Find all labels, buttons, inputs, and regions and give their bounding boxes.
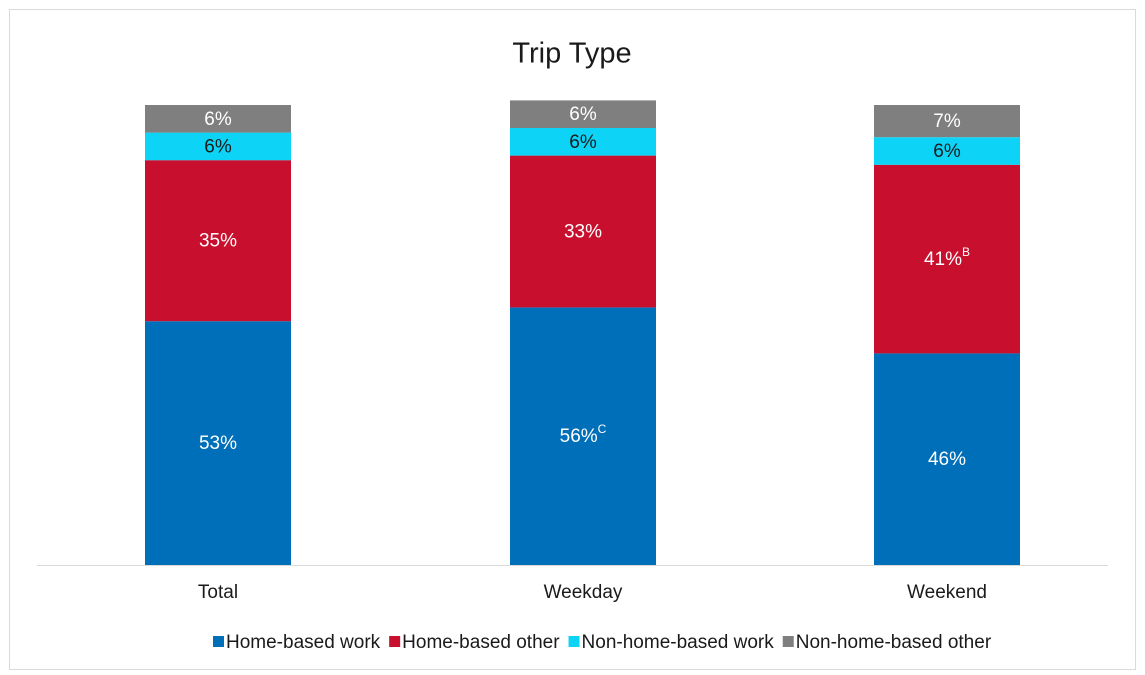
bar-segment [510, 307, 656, 565]
data-label-value: 41% [924, 249, 962, 270]
bar-segment [510, 100, 656, 128]
bar-segment [510, 155, 656, 308]
legend-swatch [782, 636, 794, 647]
data-label: 6% [569, 104, 597, 125]
x-tick-label: Total [198, 582, 238, 603]
legend-label: Home-based work [226, 632, 381, 653]
data-label: 33% [564, 222, 602, 243]
legend-label: Non-home-based other [796, 632, 992, 653]
data-label: 53% [199, 433, 237, 454]
bar-segment [874, 137, 1020, 165]
data-label-value: 6% [204, 136, 232, 157]
data-label-note: C [598, 422, 607, 436]
bar-segment [510, 128, 656, 156]
data-label: 41%B [924, 245, 970, 270]
legend-swatch [568, 636, 580, 647]
data-label-value: 33% [564, 222, 602, 243]
data-label-value: 6% [569, 132, 597, 153]
data-label: 6% [569, 132, 597, 153]
chart-title: Trip Type [512, 38, 631, 70]
data-label-value: 35% [199, 231, 237, 252]
bar-segment [145, 132, 291, 161]
data-label-value: 6% [933, 141, 961, 162]
legend-swatch [213, 636, 224, 647]
data-label-value: 6% [204, 109, 232, 130]
data-label: 7% [933, 111, 961, 132]
data-label: 6% [204, 109, 232, 130]
legend-label: Non-home-based work [582, 632, 775, 653]
data-label: 6% [933, 141, 961, 162]
data-label-value: 6% [569, 104, 597, 125]
legend-swatch [389, 636, 401, 647]
data-label: 46% [928, 449, 966, 470]
bar-segment [874, 105, 1020, 138]
data-label-value: 56% [560, 426, 598, 447]
bar-segment [145, 321, 291, 565]
data-label-value: 53% [199, 433, 237, 454]
data-label-value: 46% [928, 449, 966, 470]
legend-label: Home-based other [402, 632, 560, 653]
data-label-note: B [962, 245, 970, 259]
bar-segment [874, 353, 1020, 565]
data-label: 35% [199, 231, 237, 252]
x-tick-label: Weekday [544, 582, 623, 603]
bar-segment [145, 105, 291, 133]
data-label-value: 7% [933, 111, 961, 132]
x-tick-label: Weekend [907, 582, 987, 603]
bar-segment [145, 160, 291, 322]
data-label: 6% [204, 136, 232, 157]
bar-segment [874, 164, 1020, 354]
data-label: 56%C [560, 422, 607, 447]
